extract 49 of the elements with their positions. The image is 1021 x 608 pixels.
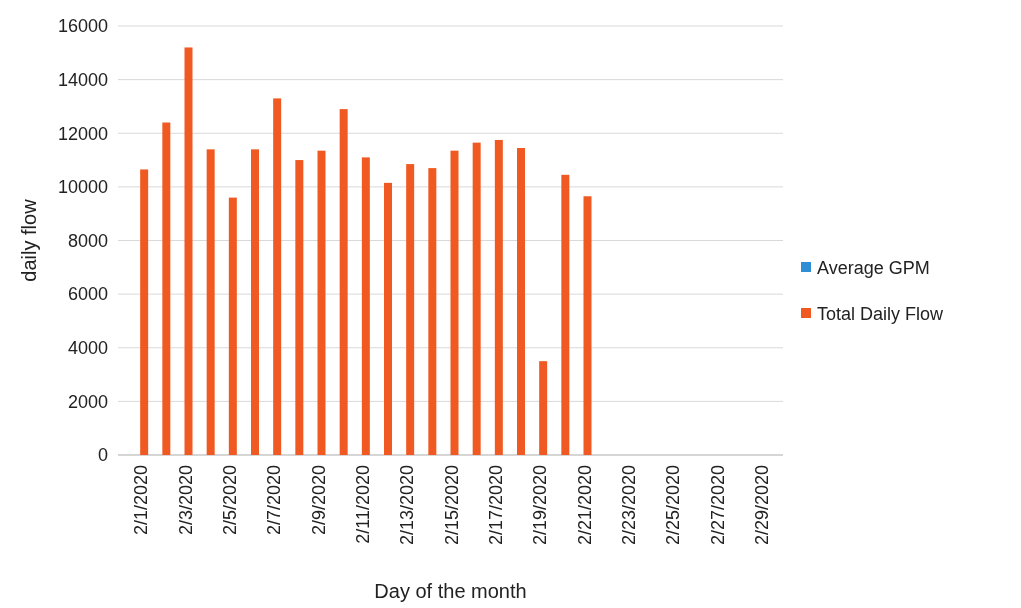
bar [273,98,282,455]
y-tick-label: 8000 [67,230,108,251]
x-tick-label: 2/1/2020 [131,465,152,536]
x-tick-label: 2/9/2020 [308,465,329,536]
x-tick-label: 2/29/2020 [751,465,772,546]
x-tick-label: 2/23/2020 [618,465,639,546]
bar [206,149,215,455]
bar [384,182,392,455]
bar [428,168,437,455]
bar [317,150,326,455]
bar [251,149,259,455]
bar [228,197,237,455]
bar [140,169,149,455]
x-tick-label: 2/15/2020 [441,465,462,546]
bar [472,142,481,455]
x-axis-title: Day of the month [374,580,527,602]
y-tick-label: 14000 [57,69,108,90]
x-tick-label: 2/11/2020 [352,465,373,544]
bar [494,139,503,455]
y-tick-label: 2000 [67,391,108,412]
bar [361,157,370,455]
x-tick-label: 2/19/2020 [530,465,551,546]
y-tick-label: 12000 [57,123,108,144]
bar [539,361,548,455]
y-tick-label: 6000 [67,284,108,305]
y-tick-label: 16000 [57,16,108,37]
bar [162,122,171,455]
bar [450,150,459,455]
bar [561,174,570,455]
bar [406,164,415,455]
x-tick-label: 2/17/2020 [485,465,506,546]
bar [295,160,304,455]
x-tick-label: 2/27/2020 [707,465,728,546]
x-tick-label: 2/5/2020 [219,465,240,536]
x-tick-label: 2/7/2020 [264,465,285,536]
bar [339,109,348,455]
legend-label: Total Daily Flow [817,304,945,325]
y-tick-label: 4000 [67,338,108,359]
bar [517,148,525,455]
bar [583,196,592,455]
x-tick-label: 2/21/2020 [574,465,595,546]
x-tick-label: 2/25/2020 [663,465,684,546]
bar [184,47,193,455]
legend-label: Average GPM [817,258,930,279]
x-tick-label: 2/3/2020 [175,465,196,536]
x-tick-label: 2/13/2020 [397,465,418,546]
y-axis-title: daily flow [18,198,40,282]
y-tick-label: 0 [97,445,108,466]
y-tick-label: 10000 [57,177,108,198]
